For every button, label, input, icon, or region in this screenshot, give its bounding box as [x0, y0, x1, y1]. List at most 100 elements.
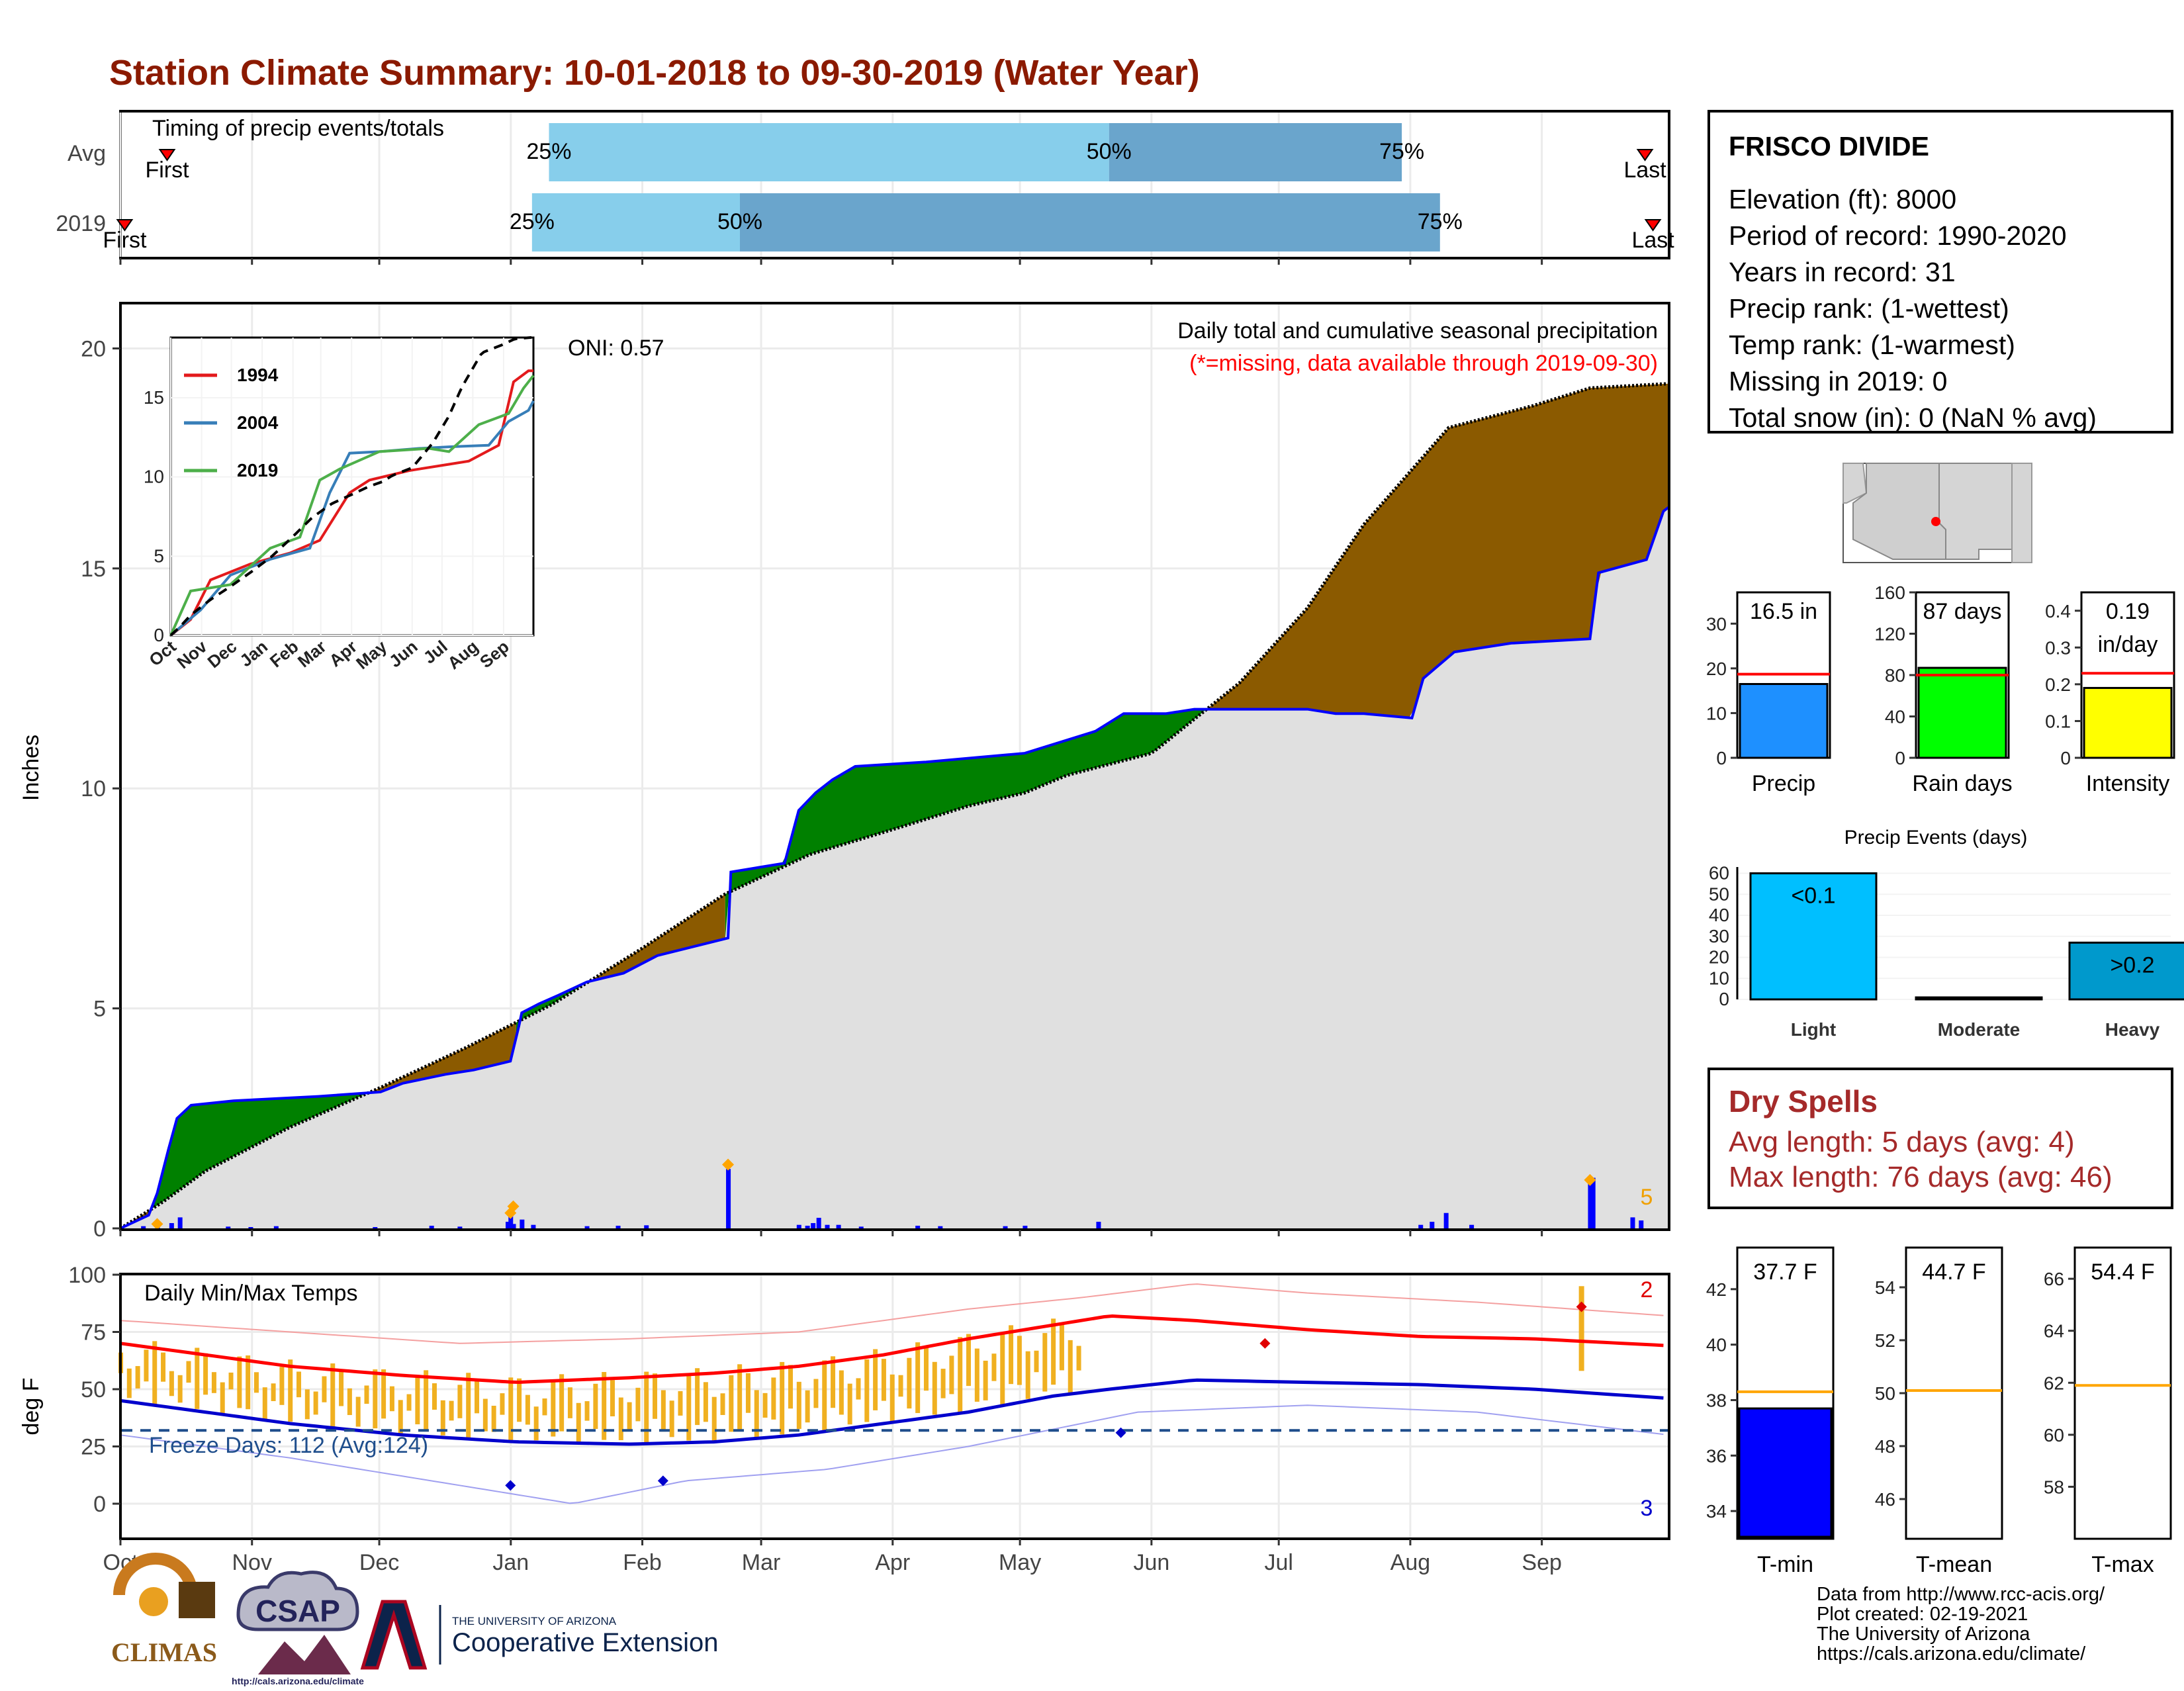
csap-cloud-icon [236, 1571, 359, 1631]
daily-temp-range-bar [152, 1341, 158, 1406]
temp-summary-bars: 37.7 F 34 36 38 40 42 T-min 44.7 F 46 48 50 52 54 T-m… [1706, 1246, 2172, 1577]
daily-temp-range-bar [466, 1373, 471, 1439]
daily-precip-bar [1443, 1212, 1449, 1228]
daily-temp-range-bar [602, 1372, 607, 1440]
drier-than-average-area [1205, 383, 1669, 718]
summary-y-tick-label: 0 [2060, 748, 2071, 768]
temp-summary-y-tick-label: 62 [2044, 1373, 2064, 1393]
station-name: FRISCO DIVIDE [1729, 131, 1929, 161]
events-bar-label: <0.1 [1791, 884, 1835, 909]
daily-temp-range-bar [780, 1361, 785, 1435]
summary-bar-value-label: 87 days [1923, 599, 2001, 624]
record-min-line [120, 1404, 1664, 1504]
daily-precip-bar [1418, 1224, 1424, 1228]
daily-precip-bar [836, 1224, 841, 1228]
daily-temp-range-bar [296, 1371, 302, 1398]
summary-y-tick-label: 160 [1874, 582, 1905, 603]
daily-temp-range-bar [567, 1387, 572, 1418]
temp-summary-y-tick-label: 36 [1706, 1445, 1727, 1466]
inset-chart: 051015OctNovDecJanFebMarAprMayJunJulAugS… [144, 336, 535, 673]
summary-y-tick-label: 40 [1885, 707, 1905, 727]
temp-summary-y-tick-label: 48 [1875, 1436, 1895, 1457]
station-info-frame [1707, 110, 2173, 434]
csap-mountain-icon [258, 1635, 351, 1674]
last-event-label: Last [1623, 158, 1666, 183]
daily-precip-bar [938, 1226, 943, 1228]
daily-precip-bar [584, 1226, 590, 1228]
summary-bar-value [1739, 683, 1829, 759]
temp-summary-title: T-max [2091, 1552, 2154, 1577]
timing-p50-label: 50% [1087, 139, 1132, 164]
daily-temp-range-bar [1025, 1351, 1030, 1399]
inset-y-tick-label: 5 [154, 545, 164, 566]
daily-temp-range-bar [559, 1374, 565, 1432]
temp-y-tick-label: 75 [81, 1320, 106, 1346]
temp-y-tick-label: 25 [81, 1435, 106, 1460]
inset-legend-label: 2004 [237, 412, 279, 433]
events-y-tick-label: 20 [1709, 947, 1729, 968]
timing-p75-label: 75% [1379, 139, 1424, 164]
footer-line-3: The University of Arizona [1817, 1623, 2030, 1645]
daily-temp-range-bar [161, 1352, 166, 1382]
timing-bar-50-75 [1109, 123, 1402, 181]
daily-precip-bar [811, 1223, 816, 1228]
dry-spells-frame [1707, 1068, 2173, 1209]
precip-missing-note: (*=missing, data available through 2019-… [1189, 351, 1658, 376]
daily-precip-bar [1023, 1226, 1028, 1228]
timing-bar-25-50 [531, 193, 740, 251]
month-label: Apr [875, 1550, 910, 1575]
events-y-tick-label: 0 [1719, 989, 1729, 1009]
ua-logo-small-text: THE UNIVERSITY OF ARIZONA [452, 1615, 617, 1627]
daily-temp-range-bar [517, 1378, 522, 1422]
daily-temp-range-bar [856, 1378, 861, 1400]
precip-y-tick-label: 10 [81, 776, 106, 801]
oni-label: ONI: 0.57 [568, 336, 664, 361]
average-cumulative-line [119, 382, 1670, 1230]
daily-temp-range-bar [364, 1385, 369, 1404]
daily-temp-range-bar [262, 1387, 267, 1420]
precip-caption: Daily total and cumulative seasonal prec… [1177, 318, 1658, 343]
record-max-line [120, 1283, 1664, 1344]
temp-y-tick-label: 100 [68, 1263, 106, 1288]
daily-temp-range-bar [991, 1353, 997, 1381]
daily-precip-bar [141, 1226, 146, 1228]
daily-temp-range-bar [873, 1349, 878, 1410]
daily-temp-range-bar [330, 1363, 336, 1428]
footer-credits: Data from http://www.rcc-acis.org/ Plot … [1817, 1584, 2105, 1665]
map-state-arizona [1852, 463, 1946, 560]
events-y-tick-label: 50 [1709, 884, 1729, 904]
daily-temp-range-bar [228, 1372, 234, 1390]
max-event-marker-icon [151, 1218, 163, 1230]
daily-precip-bar [915, 1226, 921, 1228]
dry-spells-box: Dry Spells Avg length: 5 days (avg: 4) M… [1707, 1068, 2173, 1209]
daily-temp-range-bar [304, 1389, 310, 1420]
daily-temp-range-bar [762, 1393, 768, 1418]
daily-temp-range-bar [958, 1337, 963, 1413]
temp-summary-y-tick-label: 66 [2044, 1269, 2064, 1289]
footer-line-4: https://cals.arizona.edu/climate/ [1817, 1643, 2086, 1665]
daily-temp-range-bar [246, 1355, 251, 1410]
footer-line-1: Data from http://www.rcc-acis.org/ [1817, 1584, 2105, 1605]
month-label: Mar [742, 1550, 781, 1575]
daily-precip-bar [1469, 1224, 1475, 1228]
temp-summary-title: T-min [1757, 1552, 1813, 1577]
temp-panel-bg [120, 1274, 1669, 1539]
daily-temp-range-bar [389, 1386, 394, 1412]
temp-summary-y-tick-label: 50 [1875, 1383, 1895, 1404]
temp-summary-y-tick-label: 46 [1875, 1489, 1895, 1510]
temp-summary-value-bar [1738, 1407, 1833, 1538]
daily-temp-range-bar [627, 1402, 632, 1430]
daily-temp-range-bar [339, 1369, 344, 1406]
daily-precip-bar [825, 1224, 830, 1228]
daily-temp-range-bar [644, 1371, 649, 1444]
month-label: Dec [359, 1550, 399, 1575]
last-event-marker-icon [1644, 219, 1662, 232]
daily-temp-range-bar [669, 1400, 674, 1438]
summary-bar-title: Intensity [2086, 771, 2170, 796]
temp-summary-y-tick-label: 58 [2044, 1477, 2064, 1497]
temperature-panel: 0 25 50 75 100 deg F Daily Min/Max Temps Fre… [19, 1263, 1670, 1540]
daily-temp-range-bar [729, 1375, 734, 1432]
inset-legend-label: 2019 [237, 460, 278, 480]
daily-precip-bar [615, 1226, 621, 1228]
ua-logo: THE UNIVERSITY OF ARIZONA Cooperative Ex… [360, 1600, 718, 1670]
